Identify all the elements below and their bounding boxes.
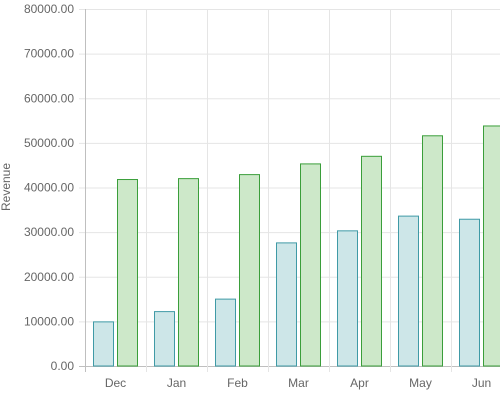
y-tick-label: 10000.00 [24,314,74,328]
x-tick-label: Feb [227,376,248,390]
bar-series-1 [155,312,175,366]
bar-series-1 [338,231,358,366]
bar-series-2 [362,156,382,366]
x-tick-label: Jun [472,376,491,390]
bar-series-2 [423,136,443,366]
y-tick-label: 20000.00 [24,270,74,284]
bar-series-2 [240,175,260,366]
x-tick-label: Apr [350,376,369,390]
y-tick-label: 40000.00 [24,181,74,195]
bars [94,126,500,366]
y-tick-label: 70000.00 [24,47,74,61]
bar-series-1 [277,243,297,366]
bar-series-2 [301,164,321,366]
y-axis-label: Revenue [0,163,13,211]
bar-series-2 [179,179,199,366]
bar-series-1 [216,299,236,366]
x-tick-label: Dec [105,376,126,390]
y-tick-label: 80000.00 [24,2,74,16]
y-tick-label: 0.00 [51,359,75,373]
bar-series-1 [94,322,114,366]
x-tick-label: Jan [167,376,186,390]
bar-series-2 [118,180,138,366]
bar-series-1 [460,219,480,366]
bar-series-2 [484,126,500,366]
y-tick-label: 30000.00 [24,225,74,239]
bar-series-1 [399,216,419,366]
x-tick-label: Mar [288,376,309,390]
y-tick-label: 60000.00 [24,91,74,105]
x-tick-label: May [409,376,432,390]
y-tick-label: 50000.00 [24,136,74,150]
